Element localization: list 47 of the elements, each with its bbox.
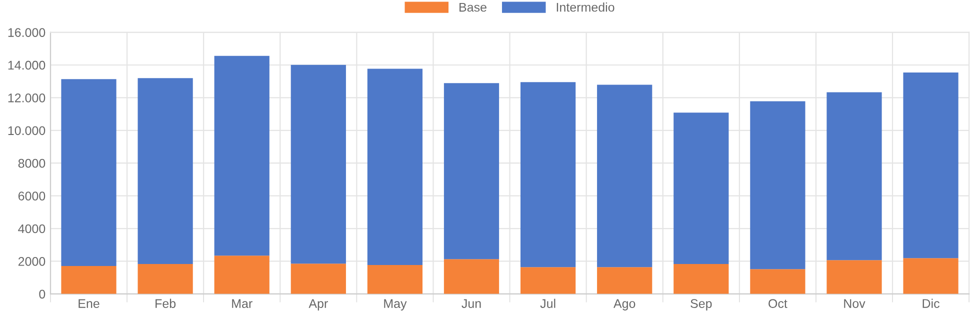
- y-tick-label: 8000: [18, 158, 46, 168]
- x-tick-label: Feb: [156, 298, 176, 308]
- x-tick-label: Nov: [844, 299, 866, 308]
- x-tick-label: Jul: [540, 298, 556, 308]
- bar: [520, 267, 576, 294]
- bar: [367, 264, 423, 294]
- bar: [597, 84, 652, 268]
- y-tick-label: 16.000: [8, 28, 46, 37]
- bar: [520, 82, 576, 268]
- bar: [290, 64, 346, 264]
- y-tick-label: 14.000: [8, 60, 46, 70]
- legend-label: Base: [460, 2, 486, 12]
- bar: [61, 79, 116, 266]
- bar: [290, 264, 346, 294]
- bar: [444, 83, 500, 260]
- x-tick-label: Apr: [308, 299, 328, 310]
- y-tick-label: 10.000: [8, 126, 46, 136]
- bar: [138, 264, 193, 294]
- y-tick-label: 12.000: [8, 94, 46, 102]
- x-tick-label: Ago: [614, 299, 636, 310]
- bar: [903, 72, 958, 258]
- y-tick-label: 6000: [18, 192, 46, 200]
- bar: [674, 264, 729, 294]
- x-tick-label: May: [384, 299, 407, 310]
- y-tick-label: 2000: [18, 257, 46, 266]
- bar: [826, 260, 882, 294]
- bar: [444, 259, 500, 294]
- x-tick-label: Dic: [922, 298, 940, 308]
- bar: [214, 256, 270, 294]
- y-tick-label: 0: [39, 290, 46, 299]
- bar: [903, 258, 958, 294]
- bar: [597, 267, 652, 294]
- bar: [367, 68, 423, 265]
- bar: [214, 56, 270, 256]
- x-tick-label: Ene: [78, 299, 100, 308]
- bar: [61, 266, 116, 294]
- legend-label: Intermedio: [556, 2, 614, 12]
- bar: [138, 78, 193, 264]
- x-tick-label: Mar: [232, 299, 252, 308]
- bar: [826, 92, 882, 260]
- bar: [750, 101, 806, 270]
- y-tick-label: 4000: [18, 224, 46, 234]
- x-tick-label: Jun: [462, 299, 481, 308]
- bar: [674, 112, 729, 264]
- bar: [750, 269, 806, 294]
- x-tick-label: Sep: [690, 299, 712, 310]
- x-tick-label: Oct: [768, 299, 788, 308]
